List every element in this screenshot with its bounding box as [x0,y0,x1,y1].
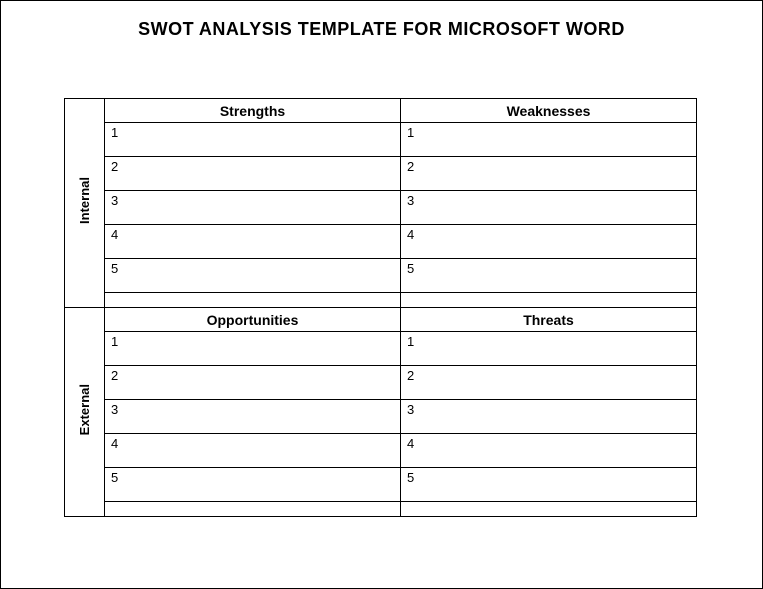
threats-header: Threats [401,308,697,332]
weaknesses-row: 2 [401,157,697,191]
opportunities-row: 4 [105,434,401,468]
swot-table: Internal Strengths Weaknesses 1 1 2 2 3 … [64,98,697,517]
weaknesses-row: 1 [401,123,697,157]
opportunities-row: 5 [105,468,401,502]
strengths-header: Strengths [105,99,401,123]
opportunities-row: 1 [105,332,401,366]
weaknesses-header: Weaknesses [401,99,697,123]
opportunities-row: 2 [105,366,401,400]
strengths-row: 5 [105,259,401,293]
internal-spacer-right [401,293,697,308]
weaknesses-row: 4 [401,225,697,259]
internal-side-label: Internal [77,177,92,224]
internal-spacer-left [105,293,401,308]
page-container: SWOT ANALYSIS TEMPLATE FOR MICROSOFT WOR… [0,0,763,589]
threats-row: 2 [401,366,697,400]
opportunities-row: 3 [105,400,401,434]
threats-row: 5 [401,468,697,502]
external-spacer-right [401,502,697,517]
weaknesses-row: 5 [401,259,697,293]
threats-row: 1 [401,332,697,366]
external-side-label-cell: External [65,308,105,517]
document-title: SWOT ANALYSIS TEMPLATE FOR MICROSOFT WOR… [9,19,754,40]
threats-row: 3 [401,400,697,434]
strengths-row: 1 [105,123,401,157]
weaknesses-row: 3 [401,191,697,225]
external-side-label: External [77,384,92,435]
threats-row: 4 [401,434,697,468]
internal-side-label-cell: Internal [65,99,105,308]
external-spacer-left [105,502,401,517]
opportunities-header: Opportunities [105,308,401,332]
strengths-row: 4 [105,225,401,259]
strengths-row: 2 [105,157,401,191]
strengths-row: 3 [105,191,401,225]
